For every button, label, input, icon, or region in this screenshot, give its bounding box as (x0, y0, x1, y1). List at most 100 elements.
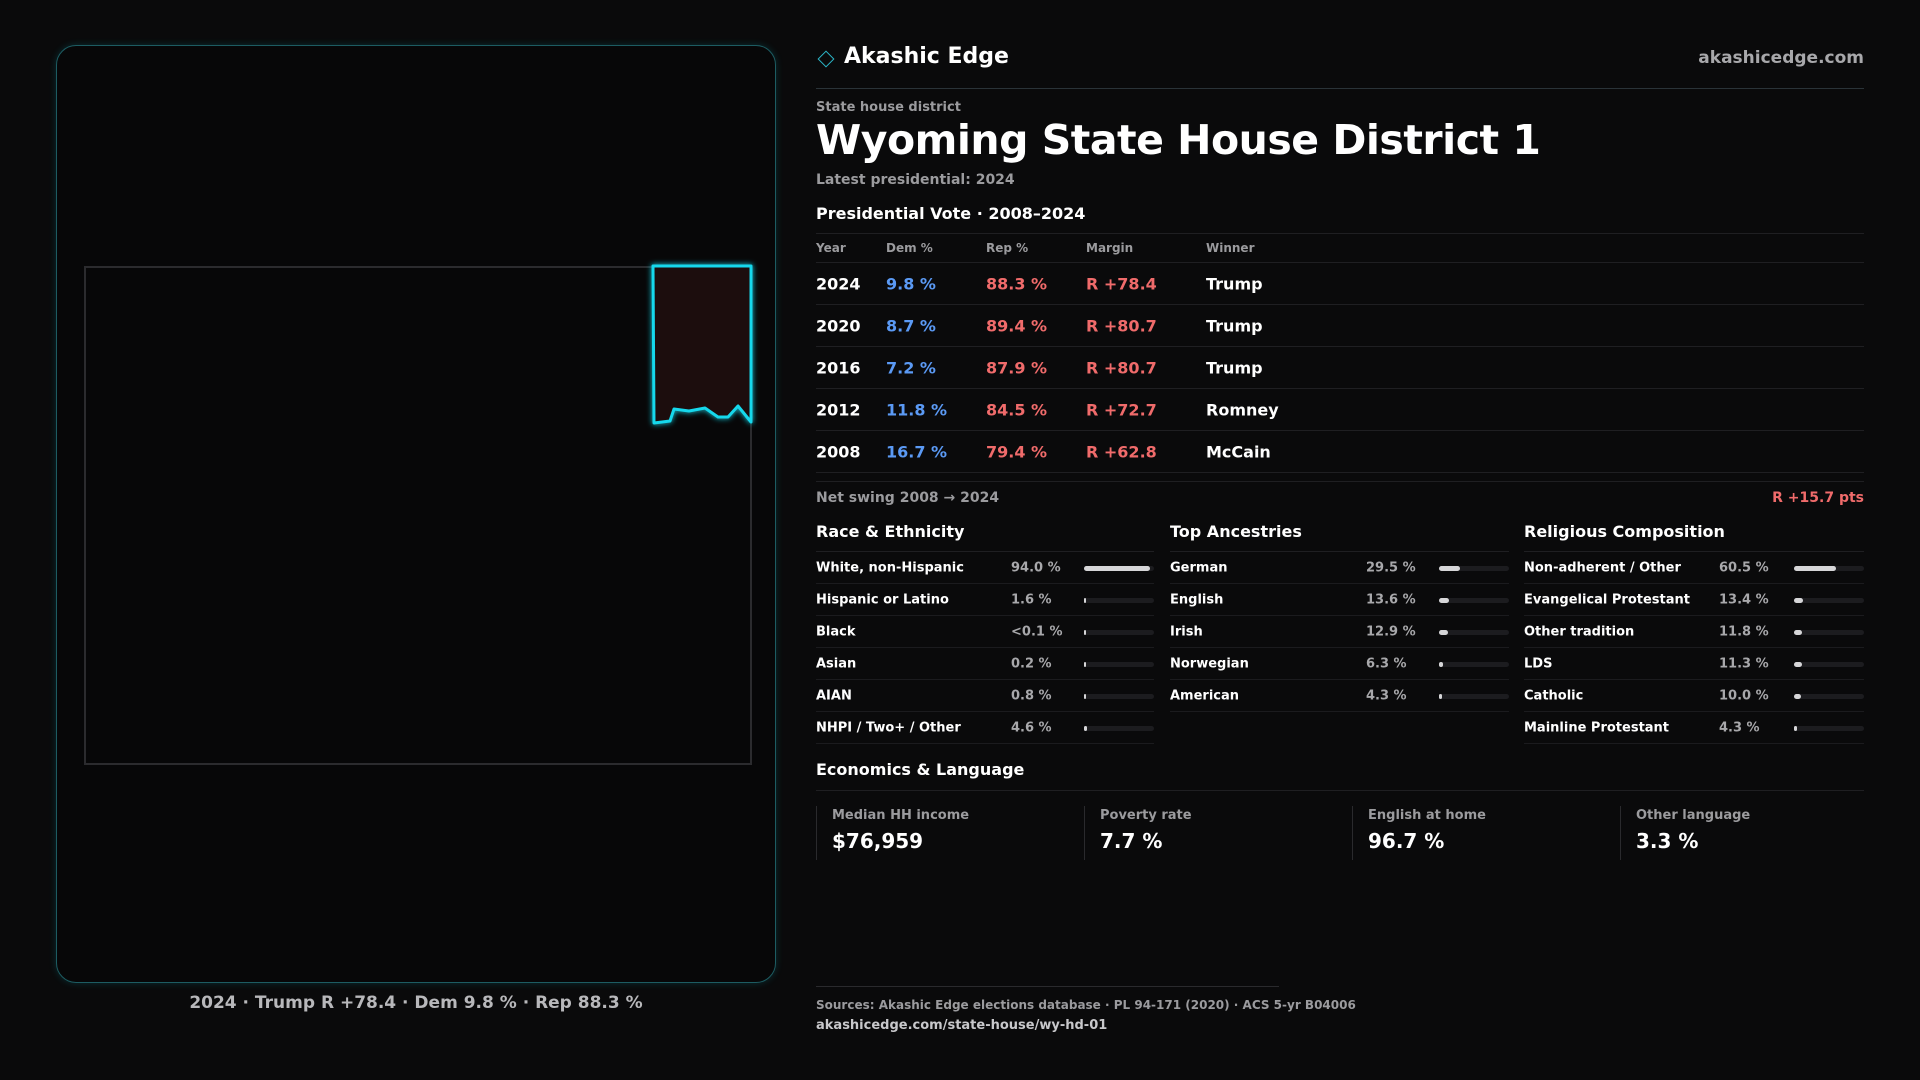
list-item: German 29.5 % (1170, 552, 1509, 584)
row-rep: 79.4 % (986, 442, 1048, 461)
item-label: Black (816, 624, 856, 639)
row-year: 2008 (816, 442, 861, 461)
percent-bar-fill (1439, 661, 1444, 667)
percent-bar (1084, 629, 1154, 635)
row-winner: Trump (1206, 274, 1263, 293)
item-label: Hispanic or Latino (816, 592, 949, 607)
econ-english-at-home: English at home 96.7 % (1352, 806, 1620, 860)
list-item: Evangelical Protestant 13.4 % (1524, 584, 1864, 616)
percent-bar-fill (1794, 565, 1837, 571)
econ-value: 7.7 % (1100, 829, 1163, 853)
percent-bar-fill (1439, 597, 1449, 603)
percent-bar (1439, 565, 1509, 571)
row-winner: Trump (1206, 316, 1263, 335)
econ-median-income: Median HH income $76,959 (816, 806, 1084, 860)
page-title: Wyoming State House District 1 (816, 116, 1541, 164)
row-dem: 8.7 % (886, 316, 936, 335)
econ-value: 3.3 % (1636, 829, 1699, 853)
district-shape[interactable] (651, 264, 753, 425)
percent-bar-fill (1084, 565, 1150, 571)
district-kind: State house district (816, 100, 961, 115)
table-row[interactable]: 2024 9.8 % 88.3 % R +78.4 Trump (816, 263, 1864, 305)
ancestry-heading: Top Ancestries (1170, 522, 1509, 552)
percent-bar-fill (1794, 661, 1802, 667)
item-label: Asian (816, 656, 857, 671)
percent-bar (1794, 565, 1864, 571)
percent-bar (1794, 693, 1864, 699)
list-item: Norwegian 6.3 % (1170, 648, 1509, 680)
list-item: American 4.3 % (1170, 680, 1509, 712)
table-row[interactable]: 2008 16.7 % 79.4 % R +62.8 McCain (816, 431, 1864, 473)
percent-bar-fill (1794, 597, 1804, 603)
list-item: LDS 11.3 % (1524, 648, 1864, 680)
district-map[interactable] (57, 46, 777, 984)
sources-text: Sources: Akashic Edge elections database… (816, 998, 1356, 1012)
table-row[interactable]: 2012 11.8 % 84.5 % R +72.7 Romney (816, 389, 1864, 431)
item-percent: 0.8 % (1011, 688, 1052, 703)
row-dem: 11.8 % (886, 400, 948, 419)
item-percent: 6.3 % (1366, 656, 1407, 671)
header-divider (816, 88, 1864, 89)
net-swing-value: R +15.7 pts (1772, 490, 1864, 506)
percent-bar-fill (1084, 725, 1088, 731)
percent-bar (1439, 629, 1509, 635)
percent-bar (1439, 693, 1509, 699)
list-item: Hispanic or Latino 1.6 % (816, 584, 1154, 616)
col-dem: Dem % (886, 241, 933, 255)
item-percent: 4.6 % (1011, 720, 1052, 735)
percent-bar-fill (1084, 693, 1086, 699)
table-row[interactable]: 2020 8.7 % 89.4 % R +80.7 Trump (816, 305, 1864, 347)
latest-presidential: Latest presidential: 2024 (816, 172, 1015, 188)
col-year: Year (816, 241, 846, 255)
list-item: Catholic 10.0 % (1524, 680, 1864, 712)
item-percent: 0.2 % (1011, 656, 1052, 671)
percent-bar (1439, 661, 1509, 667)
item-percent: 13.6 % (1366, 592, 1416, 607)
percent-bar (1084, 597, 1154, 603)
page-url-link[interactable]: akashicedge.com/state-house/wy-hd-01 (816, 1018, 1108, 1033)
race-section: Race & Ethnicity White, non-Hispanic 94.0 … (816, 522, 1154, 744)
list-item: White, non-Hispanic 94.0 % (816, 552, 1154, 584)
list-item: AIAN 0.8 % (816, 680, 1154, 712)
percent-bar (1084, 565, 1154, 571)
econ-value: $76,959 (832, 829, 924, 853)
percent-bar (1794, 597, 1864, 603)
col-rep: Rep % (986, 241, 1029, 255)
item-percent: 10.0 % (1719, 688, 1769, 703)
map-panel[interactable] (56, 45, 776, 983)
state-outline (84, 266, 752, 765)
net-swing-label: Net swing 2008 → 2024 (816, 490, 1000, 506)
percent-bar (1439, 597, 1509, 603)
percent-bar-fill (1439, 629, 1449, 635)
site-link[interactable]: akashicedge.com (1698, 48, 1864, 68)
row-margin: R +80.7 (1086, 316, 1157, 335)
col-margin: Margin (1086, 241, 1134, 255)
row-winner: McCain (1206, 442, 1271, 461)
presidential-table: Year Dem % Rep % Margin Winner 2024 9.8 … (816, 233, 1864, 473)
list-item: English 13.6 % (1170, 584, 1509, 616)
percent-bar (1084, 725, 1154, 731)
percent-bar-fill (1439, 565, 1460, 571)
map-caption: 2024 · Trump R +78.4 · Dem 9.8 % · Rep 8… (189, 993, 643, 1013)
list-item: NHPI / Two+ / Other 4.6 % (816, 712, 1154, 744)
item-percent: 12.9 % (1366, 624, 1416, 639)
row-rep: 87.9 % (986, 358, 1048, 377)
col-winner: Winner (1206, 241, 1255, 255)
percent-bar (1794, 725, 1864, 731)
row-year: 2024 (816, 274, 861, 293)
economics-heading: Economics & Language (816, 760, 1864, 791)
item-label: Non-adherent / Other (1524, 560, 1681, 575)
item-percent: <0.1 % (1011, 624, 1063, 639)
swing-divider (816, 481, 1864, 482)
list-item: Other tradition 11.8 % (1524, 616, 1864, 648)
table-row[interactable]: 2016 7.2 % 87.9 % R +80.7 Trump (816, 347, 1864, 389)
race-heading: Race & Ethnicity (816, 522, 1154, 552)
item-label: Evangelical Protestant (1524, 592, 1690, 607)
item-label: German (1170, 560, 1228, 575)
brand[interactable]: Akashic Edge (816, 44, 1009, 69)
item-percent: 4.3 % (1366, 688, 1407, 703)
row-rep: 89.4 % (986, 316, 1048, 335)
item-label: Mainline Protestant (1524, 720, 1670, 735)
table-header: Year Dem % Rep % Margin Winner (816, 233, 1864, 263)
list-item: Black <0.1 % (816, 616, 1154, 648)
